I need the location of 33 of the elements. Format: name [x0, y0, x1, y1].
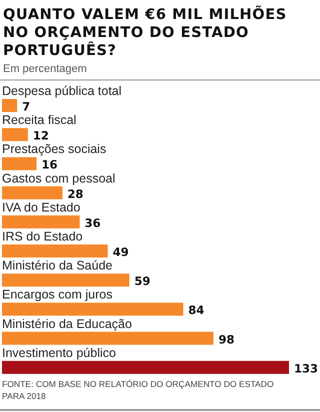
bar: [2, 99, 18, 112]
y-tick-label: Ministério da Saúde: [2, 258, 113, 273]
source-note: FONTE: COM BASE NO RELATÓRIO DO ORÇAMENTO DO ESTADO PARA 2018: [2, 379, 274, 401]
bar: [2, 215, 80, 228]
data-label: 49: [112, 245, 129, 259]
bar: [2, 157, 37, 170]
y-tick-label: Prestações sociais: [2, 142, 106, 156]
data-label: 36: [84, 216, 101, 230]
bar: [2, 274, 130, 287]
y-tick-label: Gastos com pessoal: [2, 171, 116, 186]
y-tick-label: Receita fiscal: [2, 113, 76, 128]
bar: [2, 360, 289, 374]
data-label: 98: [218, 332, 234, 346]
bar: [2, 302, 184, 316]
y-tick-label: IVA do Estado: [2, 200, 80, 214]
y-tick-label: Encargos com juros: [2, 288, 112, 302]
bar: [2, 128, 28, 142]
data-label: 7: [22, 100, 30, 114]
y-tick-label: Investimento público: [2, 346, 116, 360]
bar: [2, 244, 108, 258]
data-label: 12: [32, 128, 49, 143]
chart-title: QUANTO VALEM €6 MIL MILHÕES NO ORÇAMENTO DO ESTADO PORTUGUÊS?: [3, 5, 287, 59]
data-label: 28: [67, 186, 84, 201]
y-tick-label: Ministério da Educação: [2, 316, 132, 331]
data-label: 84: [188, 303, 204, 318]
data-label: 16: [42, 158, 58, 172]
bar: [2, 332, 214, 345]
bar: [2, 186, 62, 200]
y-tick-label: Despesa pública total: [2, 84, 122, 98]
data-label: 133: [294, 361, 318, 376]
data-label: 59: [134, 274, 150, 288]
y-tick-label: IRS do Estado: [2, 230, 83, 244]
chart-subtitle: Em percentagem: [3, 63, 87, 75]
